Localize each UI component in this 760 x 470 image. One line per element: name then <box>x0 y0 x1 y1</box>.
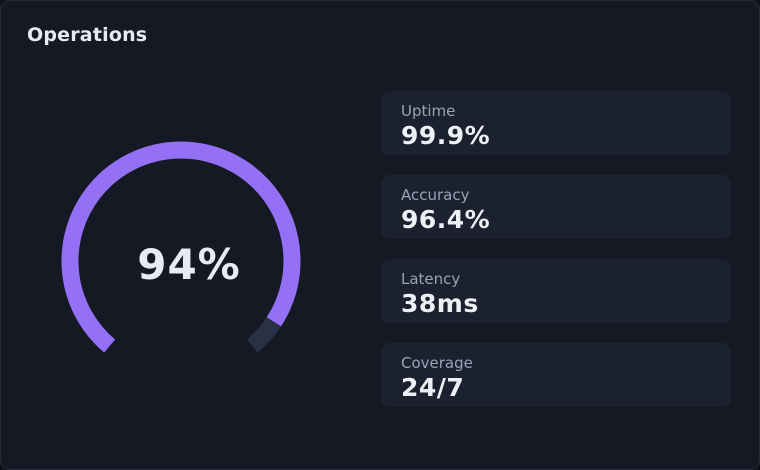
stat-label: Accuracy <box>401 186 470 204</box>
stat-value: 24/7 <box>401 373 465 402</box>
stat-label: Uptime <box>401 102 456 120</box>
stat-card-latency: Latency 38ms <box>381 259 731 323</box>
stat-label: Latency <box>401 270 461 288</box>
gauge: 94% <box>56 136 306 353</box>
stat-value: 99.9% <box>401 121 491 150</box>
gauge-fill <box>61 141 301 353</box>
stat-value: 96.4% <box>401 205 491 234</box>
stat-value: 38ms <box>401 289 479 318</box>
stat-label: Coverage <box>401 354 473 372</box>
card-title: Operations <box>27 24 148 46</box>
gauge-value: 94% <box>137 240 241 289</box>
gauge-svg <box>61 141 301 353</box>
stat-card-coverage: Coverage 24/7 <box>381 343 731 407</box>
stat-card-uptime: Uptime 99.9% <box>381 91 731 155</box>
stat-card-accuracy: Accuracy 96.4% <box>381 175 731 239</box>
